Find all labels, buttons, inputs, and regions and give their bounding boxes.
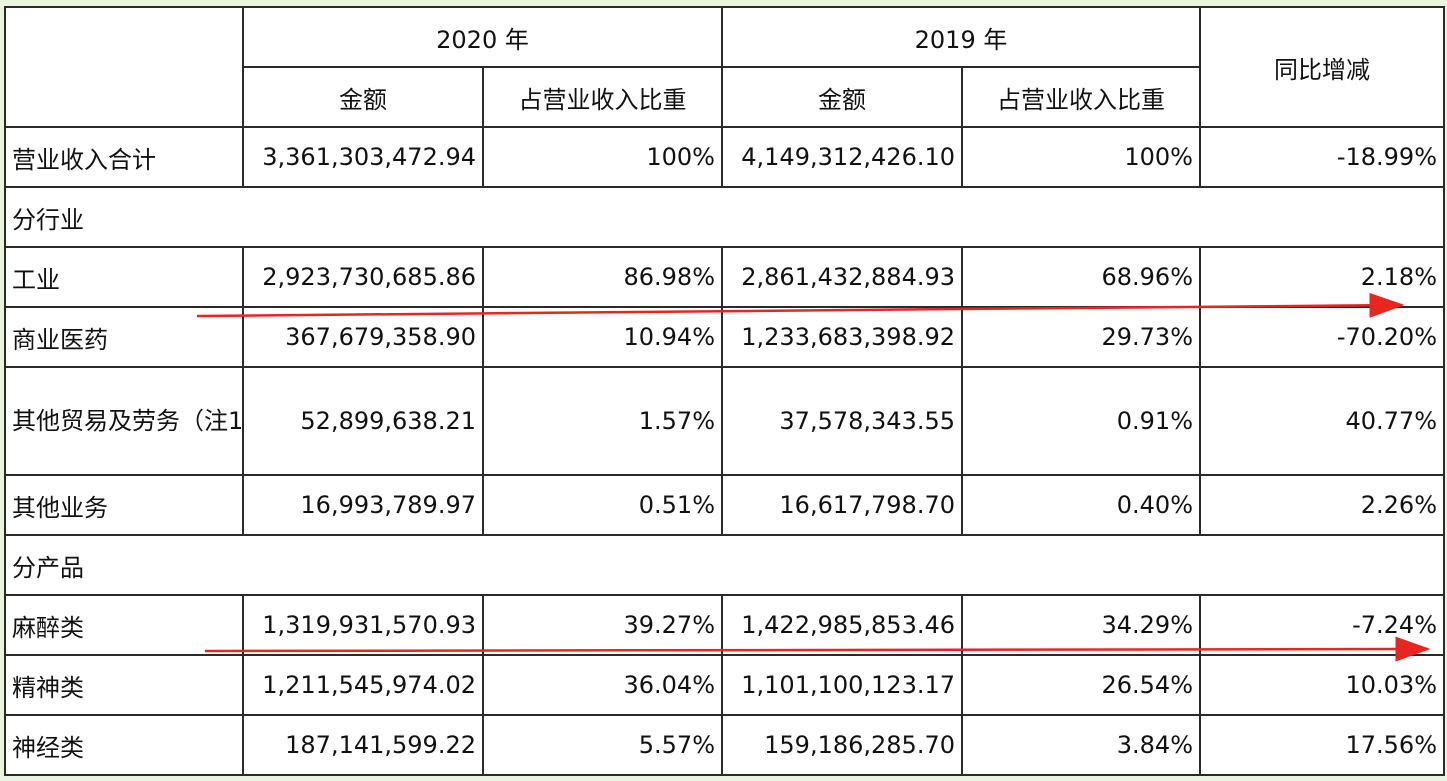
- table-row: 麻醉类 1,319,931,570.93 39.27% 1,422,985,85…: [4, 594, 1445, 656]
- header-share-2020: 占营业收入比重: [482, 66, 723, 128]
- yoy-change: -7.24%: [1199, 594, 1445, 656]
- share-2019: 34.29%: [961, 594, 1201, 656]
- header-year-2020: 2020 年: [242, 6, 723, 68]
- share-2020: 86.98%: [482, 246, 723, 308]
- table-row: 神经类 187,141,599.22 5.57% 159,186,285.70 …: [4, 714, 1445, 776]
- row-label: 麻醉类: [4, 594, 244, 656]
- amount-2019: 4,149,312,426.10: [721, 126, 963, 188]
- amount-2019: 2,861,432,884.93: [721, 246, 963, 308]
- share-2019: 0.91%: [961, 366, 1201, 476]
- row-label: 营业收入合计: [4, 126, 244, 188]
- yoy-change: 2.26%: [1199, 474, 1445, 536]
- share-2020: 0.51%: [482, 474, 723, 536]
- header-year-2019: 2019 年: [721, 6, 1201, 68]
- header-yoy: 同比增减: [1199, 6, 1445, 128]
- share-2020: 36.04%: [482, 654, 723, 716]
- total-row: 营业收入合计 3,361,303,472.94 100% 4,149,312,4…: [4, 126, 1445, 188]
- amount-2020: 2,923,730,685.86: [242, 246, 484, 308]
- share-2019: 100%: [961, 126, 1201, 188]
- share-2020: 100%: [482, 126, 723, 188]
- amount-2020: 187,141,599.22: [242, 714, 484, 776]
- share-2020: 5.57%: [482, 714, 723, 776]
- amount-2020: 367,679,358.90: [242, 306, 484, 368]
- row-label: 精神类: [4, 654, 244, 716]
- share-2019: 26.54%: [961, 654, 1201, 716]
- share-2019: 68.96%: [961, 246, 1201, 308]
- row-label: 商业医药: [4, 306, 244, 368]
- amount-2020: 1,319,931,570.93: [242, 594, 484, 656]
- yoy-change: -18.99%: [1199, 126, 1445, 188]
- header-amount-2020: 金额: [242, 66, 484, 128]
- section-row: 分产品: [4, 534, 1445, 596]
- table-row: 商业医药 367,679,358.90 10.94% 1,233,683,398…: [4, 306, 1445, 368]
- header-share-2019: 占营业收入比重: [961, 66, 1201, 128]
- share-2019: 29.73%: [961, 306, 1201, 368]
- row-label: 其他业务: [4, 474, 244, 536]
- table-row: 其他贸易及劳务（注1） 52,899,638.21 1.57% 37,578,3…: [4, 366, 1445, 476]
- table-row: 精神类 1,211,545,974.02 36.04% 1,101,100,12…: [4, 654, 1445, 716]
- revenue-table: 2020 年 2019 年 同比增减 金额 占营业收入比重 金额 占营业收入比重…: [4, 6, 1445, 776]
- amount-2020: 3,361,303,472.94: [242, 126, 484, 188]
- amount-2020: 16,993,789.97: [242, 474, 484, 536]
- share-2019: 0.40%: [961, 474, 1201, 536]
- yoy-change: -70.20%: [1199, 306, 1445, 368]
- amount-2019: 159,186,285.70: [721, 714, 963, 776]
- row-label: 神经类: [4, 714, 244, 776]
- section-title: 分产品: [4, 534, 1445, 596]
- amount-2019: 1,422,985,853.46: [721, 594, 963, 656]
- header-amount-2019: 金额: [721, 66, 963, 128]
- row-label: 工业: [4, 246, 244, 308]
- amount-2020: 52,899,638.21: [242, 366, 484, 476]
- amount-2019: 1,233,683,398.92: [721, 306, 963, 368]
- table-row: 工业 2,923,730,685.86 86.98% 2,861,432,884…: [4, 246, 1445, 308]
- table-row: 其他业务 16,993,789.97 0.51% 16,617,798.70 0…: [4, 474, 1445, 536]
- row-label: 其他贸易及劳务（注1）: [4, 366, 244, 476]
- yoy-change: 17.56%: [1199, 714, 1445, 776]
- share-2020: 10.94%: [482, 306, 723, 368]
- share-2020: 39.27%: [482, 594, 723, 656]
- section-title: 分行业: [4, 186, 1445, 248]
- yoy-change: 10.03%: [1199, 654, 1445, 716]
- amount-2019: 37,578,343.55: [721, 366, 963, 476]
- amount-2019: 1,101,100,123.17: [721, 654, 963, 716]
- amount-2020: 1,211,545,974.02: [242, 654, 484, 716]
- yoy-change: 40.77%: [1199, 366, 1445, 476]
- share-2020: 1.57%: [482, 366, 723, 476]
- header-corner: [4, 6, 244, 128]
- share-2019: 3.84%: [961, 714, 1201, 776]
- section-row: 分行业: [4, 186, 1445, 248]
- amount-2019: 16,617,798.70: [721, 474, 963, 536]
- yoy-change: 2.18%: [1199, 246, 1445, 308]
